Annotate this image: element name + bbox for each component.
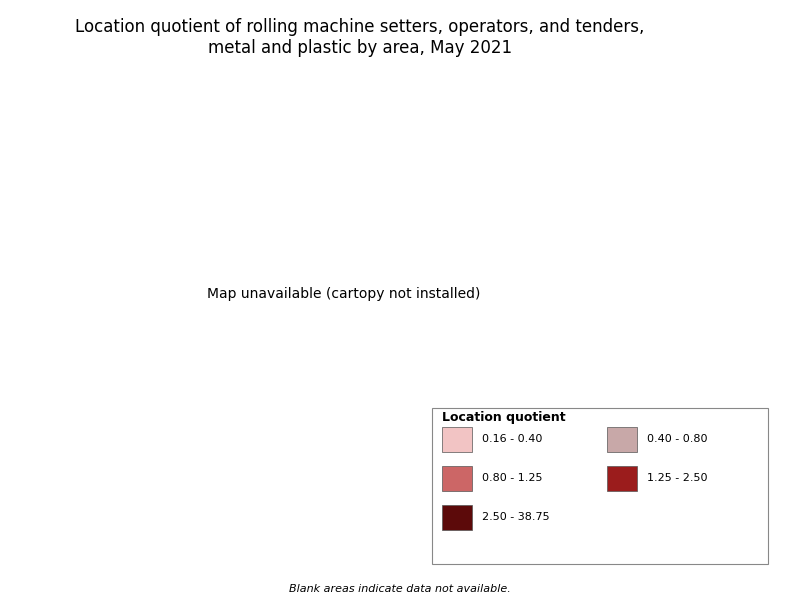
Text: 1.25 - 2.50: 1.25 - 2.50 bbox=[647, 473, 707, 483]
Text: 0.40 - 0.80: 0.40 - 0.80 bbox=[647, 434, 707, 444]
Text: Blank areas indicate data not available.: Blank areas indicate data not available. bbox=[289, 584, 511, 594]
Text: Location quotient of rolling machine setters, operators, and tenders,
metal and : Location quotient of rolling machine set… bbox=[75, 18, 645, 57]
Text: 0.80 - 1.25: 0.80 - 1.25 bbox=[482, 473, 543, 483]
Text: Location quotient: Location quotient bbox=[442, 411, 566, 424]
FancyBboxPatch shape bbox=[606, 466, 637, 491]
FancyBboxPatch shape bbox=[606, 427, 637, 452]
Text: Map unavailable (cartopy not installed): Map unavailable (cartopy not installed) bbox=[207, 287, 481, 301]
Text: 0.16 - 0.40: 0.16 - 0.40 bbox=[482, 434, 542, 444]
FancyBboxPatch shape bbox=[442, 466, 472, 491]
FancyBboxPatch shape bbox=[442, 505, 472, 530]
Text: 2.50 - 38.75: 2.50 - 38.75 bbox=[482, 512, 550, 522]
FancyBboxPatch shape bbox=[442, 427, 472, 452]
